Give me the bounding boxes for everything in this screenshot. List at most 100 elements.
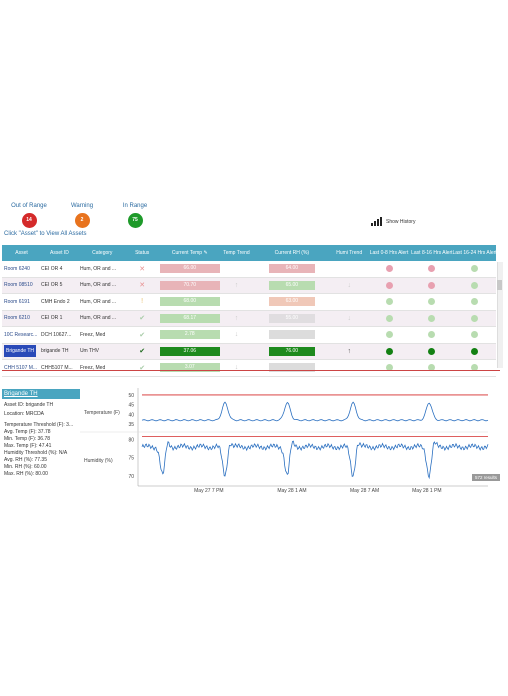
detail-line: Avg. RH (%): 77.35 xyxy=(4,457,47,463)
signal-bars-icon xyxy=(371,217,382,226)
warning-label: Warning xyxy=(70,203,94,209)
table-row[interactable]: CHH 5107 M... CHH5107 M... Freez, Med ✔ 3.07… xyxy=(2,360,496,377)
table-row[interactable]: Brigande TH brigande TH Um THV ✔ 37.06 76.00 ↑ xyxy=(2,343,496,360)
show-history-label: Show History xyxy=(386,218,416,225)
col-temp-trend[interactable]: Temp Trend xyxy=(223,250,250,256)
category-cell: Hum, OR and ... xyxy=(79,315,117,322)
table-row[interactable]: Room 6210 CEI OR 1 Hum, OR and ... ✔ 68.17 ↑ 5… xyxy=(2,310,496,327)
alert-cell xyxy=(453,364,496,372)
col-current-temp[interactable]: Current Temp ✎ xyxy=(160,245,220,261)
alert-dot xyxy=(428,265,436,273)
rh-value: 76.00 xyxy=(268,346,315,356)
table-row[interactable]: 10C Researc... DCH 10627... Freez, Med ✔ 2.7… xyxy=(2,327,496,344)
current-rh-cell: 63.00 xyxy=(253,297,331,307)
alert-dot xyxy=(385,347,393,355)
status-ok-icon: ✔ xyxy=(139,348,146,356)
temp-value: 68.00 xyxy=(159,297,220,307)
alert-dot xyxy=(385,314,393,322)
alert-dot xyxy=(471,364,479,372)
temp-y-tick: 35 xyxy=(128,422,134,428)
asset-cell[interactable]: Room 6240 xyxy=(2,266,39,272)
alert-cell xyxy=(368,265,411,273)
current-temp-cell: 66.00 xyxy=(159,264,220,274)
current-temp-cell: 37.06 xyxy=(159,346,220,356)
temperature-series-line xyxy=(141,401,489,422)
table-row[interactable]: Room 08510 CEI OR 5 Hum, OR and ... ✕ 70.70 ↑… xyxy=(2,277,496,294)
alert-cell xyxy=(410,298,453,306)
col-alert-16-24[interactable]: Last 16-24 Hrs Alert xyxy=(453,250,496,256)
detail-line: Humidity Threshold (%): N/A xyxy=(4,450,68,456)
temp-y-tick: 50 xyxy=(128,393,134,399)
alert-cell xyxy=(410,281,453,289)
table-row[interactable]: Room 6240 CEI OR 4 Hum, OR and ... ✕ 66.00 64… xyxy=(2,261,496,278)
out-of-range-count[interactable]: 14 xyxy=(21,213,37,228)
col-alert-8-16[interactable]: Last 8-16 Hrs Alert xyxy=(411,250,453,256)
scrollbar-thumb[interactable] xyxy=(497,280,502,290)
asset-cell[interactable]: Room 6210 xyxy=(2,315,39,321)
category-cell: Um THV xyxy=(79,348,100,355)
in-range-count[interactable]: 75 xyxy=(127,213,143,228)
asset-cell[interactable]: 10C Researc... xyxy=(2,332,39,338)
asset-id-cell: CMH Endo 2 xyxy=(41,298,70,305)
status-warning-icon: ! xyxy=(141,298,144,306)
category-cell: Hum, OR and ... xyxy=(79,298,117,305)
asset-cell[interactable]: Brigande TH xyxy=(2,345,39,358)
alert-dot xyxy=(385,265,393,273)
asset-link[interactable]: Room 08510 xyxy=(4,282,33,289)
asset-link[interactable]: Room 6240 xyxy=(4,265,30,272)
alert-dot xyxy=(428,281,436,289)
status-error-icon: ✕ xyxy=(139,265,146,273)
asset-cell[interactable]: Room 6191 xyxy=(2,299,39,305)
rh-value: 65.00 xyxy=(268,280,315,290)
alert-dot xyxy=(471,331,479,339)
current-rh-cell: 76.00 xyxy=(253,346,331,356)
col-category[interactable]: Category xyxy=(92,250,113,256)
asset-link[interactable]: Room 6210 xyxy=(4,315,30,322)
alert-cell xyxy=(410,314,453,322)
detail-title[interactable]: Brigande TH xyxy=(2,389,80,399)
x-tick-label: May 27 7 PM xyxy=(194,488,223,494)
temp-y-tick: 45 xyxy=(128,403,134,409)
table-row[interactable]: Room 6191 CMH Endo 2 Hum, OR and ...! 68.00… xyxy=(2,294,496,311)
asset-link[interactable]: Room 6191 xyxy=(4,298,30,305)
table-body: Room 6240 CEI OR 4 Hum, OR and ... ✕ 66.00 64… xyxy=(2,261,496,377)
in-range-label: In Range xyxy=(122,203,148,209)
temp-trend-icon: ↓ xyxy=(234,331,239,339)
current-temp-cell: 68.00 xyxy=(159,297,220,307)
x-tick-label: May 28 7 AM xyxy=(350,488,379,494)
alert-dot xyxy=(385,298,393,306)
warning-count[interactable]: 2 xyxy=(74,213,90,228)
current-rh-cell: 65.00 xyxy=(253,280,331,290)
sort-icon: ✎ xyxy=(203,250,208,256)
alert-cell xyxy=(453,347,496,355)
alert-dot xyxy=(385,281,393,289)
x-tick-label: May 28 1 AM xyxy=(277,488,306,494)
asset-link[interactable]: 10C Researc... xyxy=(4,331,38,338)
summary-in-range[interactable]: In Range 75 xyxy=(110,203,160,228)
detail-line: Asset ID: brigande TH xyxy=(4,402,54,408)
alert-cell xyxy=(368,281,411,289)
alert-dot xyxy=(471,314,479,322)
col-asset-id[interactable]: Asset ID xyxy=(50,250,69,256)
asset-link[interactable]: Brigande TH xyxy=(4,345,36,358)
asset-id-cell: CEI OR 4 xyxy=(41,265,63,272)
col-asset[interactable]: Asset xyxy=(15,250,28,256)
rh-value: 64.00 xyxy=(268,264,315,274)
current-rh-cell xyxy=(253,330,331,340)
table-scrollbar[interactable] xyxy=(497,262,503,368)
table-divider xyxy=(2,370,500,371)
col-current-rh[interactable]: Current RH (%) xyxy=(274,250,310,256)
asset-cell[interactable]: Room 08510 xyxy=(2,282,39,288)
alert-dot xyxy=(428,364,436,372)
col-status[interactable]: Status xyxy=(135,250,150,256)
col-alert-0-8[interactable]: Last 0-8 Hrs Alert xyxy=(369,250,409,256)
col-humi-trend[interactable]: Humi Trend xyxy=(336,250,363,256)
alert-cell xyxy=(368,314,411,322)
humi-trend-icon: ↑ xyxy=(347,347,351,355)
summary-warning[interactable]: Warning 2 xyxy=(57,203,107,228)
show-history-button[interactable]: Show History xyxy=(371,217,415,226)
summary-out-of-range[interactable]: Out of Range 14 xyxy=(4,203,54,228)
detail-line: Temperature Threshold (F): 3... xyxy=(4,422,74,428)
category-cell: Hum, OR and ... xyxy=(79,265,117,272)
current-temp-cell: 68.17 xyxy=(159,313,220,323)
